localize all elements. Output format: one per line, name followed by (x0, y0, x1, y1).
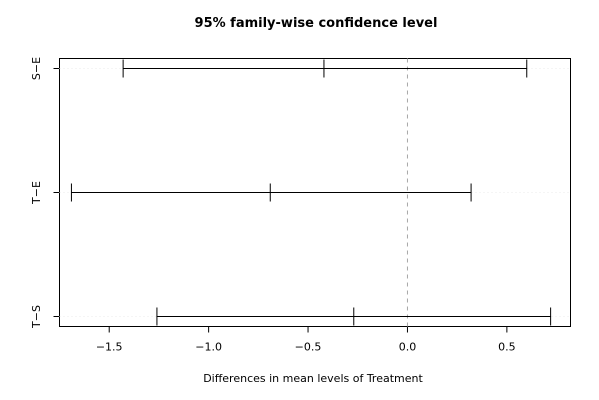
y-tick-label: T−E (30, 181, 43, 205)
x-tick-label: −0.5 (295, 341, 322, 354)
x-tick-label: 0.5 (498, 341, 516, 354)
interval-ts (156, 307, 552, 326)
x-axis-label: Differences in mean levels of Treatment (203, 372, 423, 385)
y-tick-label: T−S (30, 305, 43, 329)
x-tick-label: 0.0 (399, 341, 417, 354)
y-tick-label: S−E (30, 57, 43, 80)
x-tick-label: −1.5 (96, 341, 123, 354)
interval-se (122, 59, 528, 78)
chart-title: 95% family-wise confidence level (195, 16, 438, 31)
y-axis: S−E T−E T−S (30, 57, 60, 329)
interval-te (70, 183, 472, 202)
x-axis: −1.5 −1.0 −0.5 0.0 0.5 (96, 326, 516, 354)
interval-layer (70, 59, 552, 326)
x-tick-label: −1.0 (195, 341, 222, 354)
